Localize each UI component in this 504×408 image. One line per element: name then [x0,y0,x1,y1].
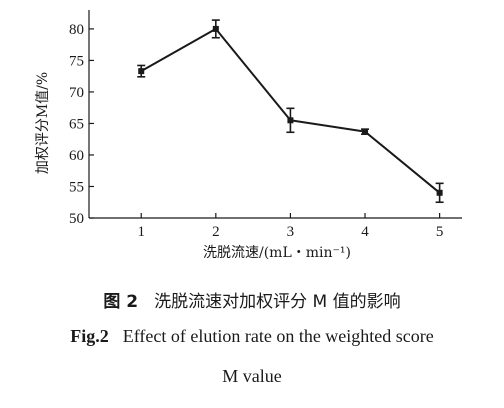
data-point [362,128,369,135]
x-tick-label: 2 [212,224,220,240]
data-point [138,68,145,75]
x-tick-label: 5 [436,224,444,240]
x-tick-label: 1 [137,224,145,240]
x-axis-title: 洗脱流速/(mL・min⁻¹) [203,245,351,261]
chart: 50 55 60 65 70 75 80 1 2 3 4 5 加权评分M值/% 洗脱流速/(mL・m… [35,10,462,261]
figure-caption-en: Fig.2 Effect of elution rate on the weigh… [0,326,504,347]
figure-title-en-line2: M value [222,366,282,386]
y-tick-label: 55 [69,179,84,195]
data-point [287,117,294,124]
y-axis-ticks: 50 55 60 65 70 75 80 [69,22,94,227]
x-axis-ticks: 1 2 3 4 5 [137,213,443,240]
figure-number-en: Fig.2 [70,326,109,346]
y-tick-label: 60 [69,148,84,164]
y-tick-label: 75 [69,53,84,69]
data-series [137,19,444,204]
y-tick-label: 65 [69,116,84,132]
x-tick-label: 3 [287,224,295,240]
y-tick-label: 80 [69,22,84,38]
figure-number-cn: 图 2 [103,292,139,312]
figure-caption-cn: 图 2 洗脱流速对加权评分 M 值的影响 [0,287,504,312]
figure-caption-en-line2: M value [0,366,504,387]
figure-title-cn: 洗脱流速对加权评分 M 值的影响 [154,292,401,312]
y-tick-label: 70 [69,85,84,101]
data-point [212,25,219,32]
data-point [436,189,443,196]
y-tick-label: 50 [69,211,84,227]
y-axis-title: 加权评分M值/% [35,72,51,174]
x-tick-label: 4 [361,224,369,240]
figure-title-en-line1: Effect of elution rate on the weighted s… [122,326,434,346]
